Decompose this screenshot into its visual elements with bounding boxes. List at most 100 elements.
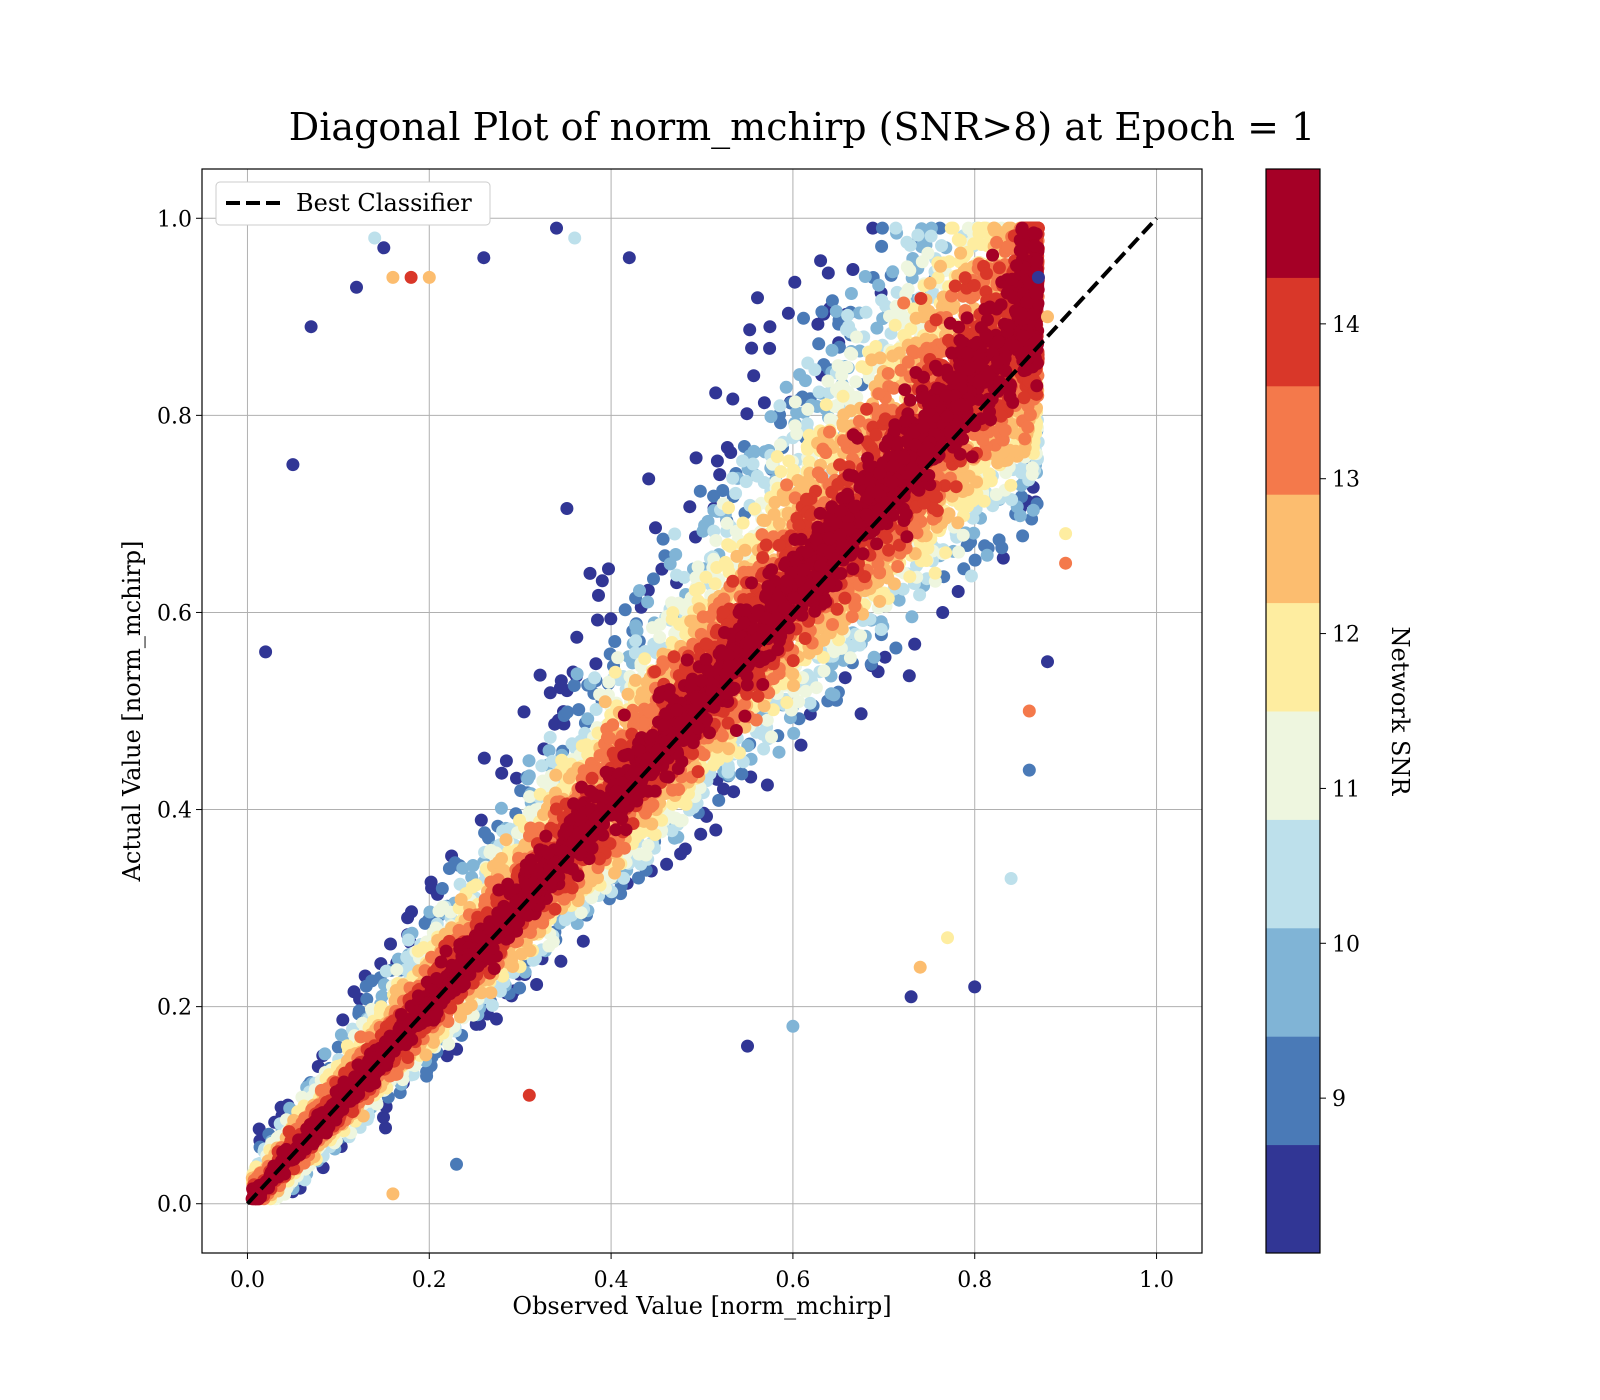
scatter-point [923,276,937,290]
scatter-point [602,562,615,576]
scatter-point [961,483,975,497]
scatter-point [574,906,588,920]
scatter-point [866,221,880,235]
scatter-point [821,374,835,388]
scatter-point [801,402,815,416]
scatter-point [589,657,603,671]
scatter-point [886,265,900,279]
scatter-point [419,1048,433,1062]
scatter-point [591,613,604,627]
scatter-point [748,502,762,516]
scatter-point [924,229,938,243]
scatter-point [647,572,660,586]
scatter-point [873,594,887,608]
scatter-point [720,516,734,530]
scatter-point [595,574,609,588]
scatter-point [812,337,826,351]
scatter-point [996,551,1010,565]
scatter-point [523,790,537,804]
scatter-point [815,305,829,319]
scatter-point [814,254,828,268]
scatter-point [934,259,947,273]
scatter-point [736,454,750,468]
scatter-point [726,392,740,406]
scatter-point [794,738,808,752]
scatter-point [874,623,888,636]
scatter-point [854,629,868,643]
scatter-point [629,673,642,687]
scatter-point [689,451,703,465]
scatter-point [548,717,562,731]
scatter-point [819,398,833,412]
scatter-point [560,502,574,515]
scatter-point [964,569,978,583]
scatter-point [379,964,393,978]
scatter-point [951,585,965,598]
scatter-point [891,560,905,573]
scatter-point [477,751,491,765]
scatter-point [846,263,860,276]
scatter-point [987,221,1001,235]
scatter-point [773,438,787,452]
scatter-point [708,577,722,591]
scatter-point [588,671,602,685]
scatter-point [1005,493,1019,507]
scatter-point [641,595,655,609]
scatter-point [633,584,646,598]
scatter-point [641,839,655,852]
scatter-point [684,614,698,628]
scatter-point [808,363,822,377]
scatter-point [854,707,868,721]
scatter-point [359,979,373,993]
scatter-point [1004,478,1018,492]
scatter-point [618,603,632,617]
scatter-point [901,355,915,369]
scatter-point [693,484,707,498]
scatter-point [767,507,781,521]
scatter-point [598,695,612,709]
scatter-point [886,349,900,363]
scatter-point [757,396,771,410]
scatter-point [580,738,594,752]
scatter-point [554,674,568,688]
scatter-point [849,375,863,389]
scatter-point [628,646,642,660]
scatter-point [478,826,492,840]
scatter-point [334,1028,348,1042]
scatter-point [903,238,917,252]
scatter-point [513,981,527,995]
scatter-point [1021,420,1035,434]
scatter-point [800,417,814,431]
scatter-point [710,454,724,468]
scatter-point [499,754,513,768]
scatter-point [318,1047,332,1061]
scatter-point [583,566,597,580]
scatter-point [649,521,662,535]
scatter-point [787,679,800,692]
scatter-point [456,861,470,875]
scatter-point [757,742,771,756]
scatter-point [998,423,1012,437]
scatter-point [570,630,584,644]
scatter-point [951,233,965,247]
scatter-point [747,369,761,383]
scatter-point [881,367,895,380]
scatter-point [592,588,605,602]
scatter-point [694,827,708,841]
scatter-point [495,766,509,780]
scatter-point [760,778,774,792]
scatter-point [576,934,590,948]
scatter-point [543,730,557,744]
scatter-point [797,311,810,325]
scatter-point [642,705,656,718]
scatter-point [638,652,652,666]
scatter-point [604,612,618,626]
scatter-point [780,696,794,709]
scatter-point [935,239,948,253]
scatter-point [570,667,584,681]
scatter-point [543,686,557,700]
scatter-point [453,877,467,891]
scatter-point [764,410,778,424]
scatter-point [984,474,998,488]
scatter-point [1025,461,1039,475]
